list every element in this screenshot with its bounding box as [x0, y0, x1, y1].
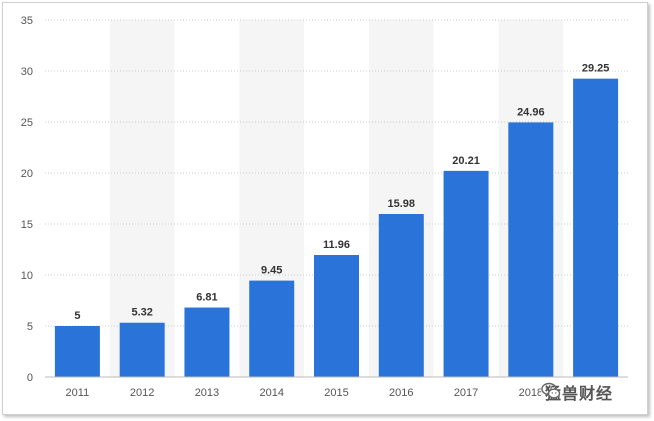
data-label: 5.32 [131, 307, 152, 319]
bar-2017 [443, 170, 489, 377]
x-tick-label: 2012 [130, 387, 154, 399]
data-label: 9.45 [261, 265, 282, 277]
data-label: 6.81 [196, 292, 217, 304]
y-tick-label: 30 [21, 66, 33, 78]
y-tick-label: 15 [21, 219, 33, 231]
y-tick-label: 35 [21, 15, 33, 27]
x-tick-label: 2017 [454, 387, 478, 399]
y-tick-label: 10 [21, 270, 33, 282]
watermark: 猛兽财经 [541, 381, 618, 403]
bar-2013 [184, 307, 230, 377]
bar-2012 [119, 322, 165, 377]
bar-2019 [573, 78, 619, 378]
data-label: 11.96 [323, 239, 350, 251]
x-tick-label: 2011 [66, 387, 90, 399]
data-label: 29.25 [582, 63, 610, 75]
bar-2014 [249, 280, 295, 377]
bar-2011 [54, 326, 100, 377]
x-tick-label: 2015 [324, 387, 348, 399]
bar-2016 [378, 214, 424, 377]
x-tick-label: 2013 [195, 387, 219, 399]
x-tick-label: 2018 [519, 387, 543, 399]
wechat-icon [541, 382, 561, 399]
data-label: 5 [74, 310, 80, 322]
bar-2015 [314, 255, 359, 377]
background-band [109, 20, 175, 377]
bar-2018 [508, 122, 554, 378]
y-axis: 0 5 10 15 20 25 30 35 [21, 15, 33, 384]
y-tick-label: 5 [27, 321, 33, 333]
bars [54, 78, 619, 378]
data-labels: 5 5.32 6.81 9.45 11.96 15.98 20.21 24.96 29.25 [74, 63, 609, 322]
data-label: 15.98 [388, 198, 416, 210]
y-tick-label: 20 [21, 168, 33, 180]
y-tick-label: 25 [21, 117, 33, 129]
y-tick-label: 0 [27, 372, 33, 384]
x-tick-label: 2014 [259, 387, 283, 399]
x-tick-label: 2016 [389, 387, 413, 399]
data-label: 24.96 [517, 106, 545, 118]
watermark-text: 猛兽财经 [545, 384, 614, 403]
data-label: 20.21 [452, 155, 480, 167]
